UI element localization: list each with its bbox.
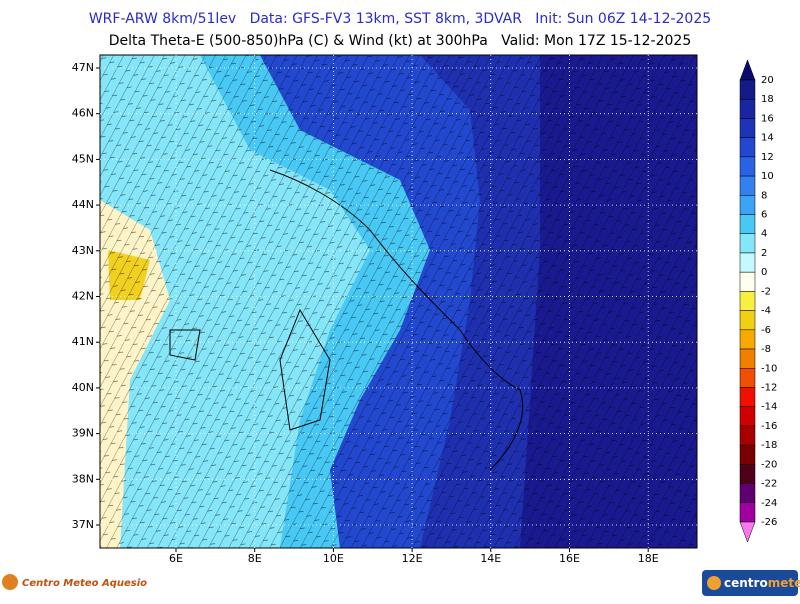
colorbar-label: 12	[761, 152, 774, 163]
logo-icon	[707, 576, 721, 590]
colorbar-label: -16	[761, 421, 777, 432]
colorbar-label: 18	[761, 94, 774, 105]
colorbar-label: 10	[761, 171, 774, 182]
colorbar-cap	[739, 521, 756, 543]
colorbar-label: 8	[761, 190, 767, 201]
lat-label: 46N	[72, 107, 94, 120]
colorbar-label: 2	[761, 248, 767, 259]
colorbar-cell	[739, 98, 756, 119]
lat-label: 44N	[72, 198, 94, 211]
lat-label: 39N	[72, 427, 94, 440]
colorbar-cell	[739, 368, 756, 388]
colorbar-label: 20	[761, 75, 774, 86]
lat-label: 45N	[72, 152, 94, 165]
colorbar-label: 16	[761, 113, 774, 124]
title-line1: WRF-ARW 8km/51lev Data: GFS-FV3 13km, SS…	[89, 11, 711, 27]
title-line2: Delta Theta-E (500-850)hPa (C) & Wind (k…	[109, 33, 691, 49]
colorbar-label: -6	[761, 325, 771, 336]
colorbar-cell	[739, 271, 756, 292]
lon-label: 10E	[323, 552, 344, 565]
colorbar-label: -2	[761, 286, 771, 297]
lat-label: 38N	[72, 472, 94, 485]
lon-label: 16E	[559, 552, 580, 565]
colorbar-cell	[739, 233, 756, 254]
lon-label: 18E	[638, 552, 659, 565]
lon-label: 8E	[248, 552, 262, 565]
lat-label: 42N	[72, 290, 94, 303]
colorbar-cell	[739, 348, 756, 369]
colorbar-label: -14	[761, 402, 777, 413]
colorbar-label: 14	[761, 133, 774, 144]
lon-label: 6E	[169, 552, 183, 565]
colorbar-cell	[739, 502, 756, 523]
colorbar-cell	[739, 175, 756, 196]
colorbar-cell	[739, 483, 756, 504]
colorbar-cell	[739, 79, 756, 100]
colorbar-label: -10	[761, 363, 777, 374]
lat-label: 43N	[72, 244, 94, 257]
colorbar-cell	[739, 329, 756, 350]
colorbar-cell	[739, 195, 756, 215]
colorbar-cell	[739, 464, 756, 484]
map-field	[100, 55, 697, 548]
lat-label: 41N	[72, 335, 94, 348]
colorbar-label: -12	[761, 382, 777, 393]
lon-label: 12E	[402, 552, 423, 565]
colorbar-cell	[739, 444, 756, 465]
left-logo-text: Centro Meteo Aquesio	[22, 578, 147, 589]
left-logo: Centro Meteo Aquesio	[2, 574, 147, 590]
colorbar-label: -20	[761, 459, 777, 470]
colorbar-label: -24	[761, 498, 777, 509]
right-logo: centrometeo	[702, 570, 800, 596]
colorbar-cell	[739, 252, 756, 273]
right-logo-text: centrometeo	[724, 576, 800, 590]
colorbar-cell	[739, 118, 756, 138]
colorbar-cell	[739, 291, 756, 311]
lon-label: 14E	[480, 552, 501, 565]
map-frame	[99, 54, 698, 549]
colorbar-label: 4	[761, 229, 767, 240]
colorbar-label: -26	[761, 517, 777, 528]
colorbar-label: -4	[761, 306, 771, 317]
lat-label: 47N	[72, 61, 94, 74]
grid: 47N 46N 45N 44N 43N 42N 41N 40N 39N 38N 37N 6E 8E 10E…	[72, 55, 697, 565]
lat-label: 40N	[72, 381, 94, 394]
colorbar-label: 6	[761, 210, 767, 221]
logo-icon	[2, 574, 18, 590]
colorbar-cell	[739, 425, 756, 446]
colorbar-cell	[739, 137, 756, 158]
colorbar-cell	[739, 310, 756, 331]
colorbar-cell	[739, 387, 756, 407]
logo-box	[702, 570, 798, 596]
colorbar-label: -18	[761, 440, 777, 451]
colorbar-label: -8	[761, 344, 771, 355]
colorbar-cap	[739, 59, 756, 81]
lat-label: 37N	[72, 518, 94, 531]
colorbar-cell	[739, 156, 756, 177]
colorbar: 20181614121086420-2-4-6-8-10-12-14-16-18…	[739, 59, 777, 543]
logo-part: centro	[724, 576, 768, 590]
colorbar-cell	[739, 214, 756, 234]
colorbar-label: -22	[761, 479, 777, 490]
wind-barbs	[100, 55, 697, 548]
colorbar-label: 0	[761, 267, 767, 278]
logo-part: meteo	[768, 576, 800, 590]
colorbar-cell	[739, 406, 756, 427]
